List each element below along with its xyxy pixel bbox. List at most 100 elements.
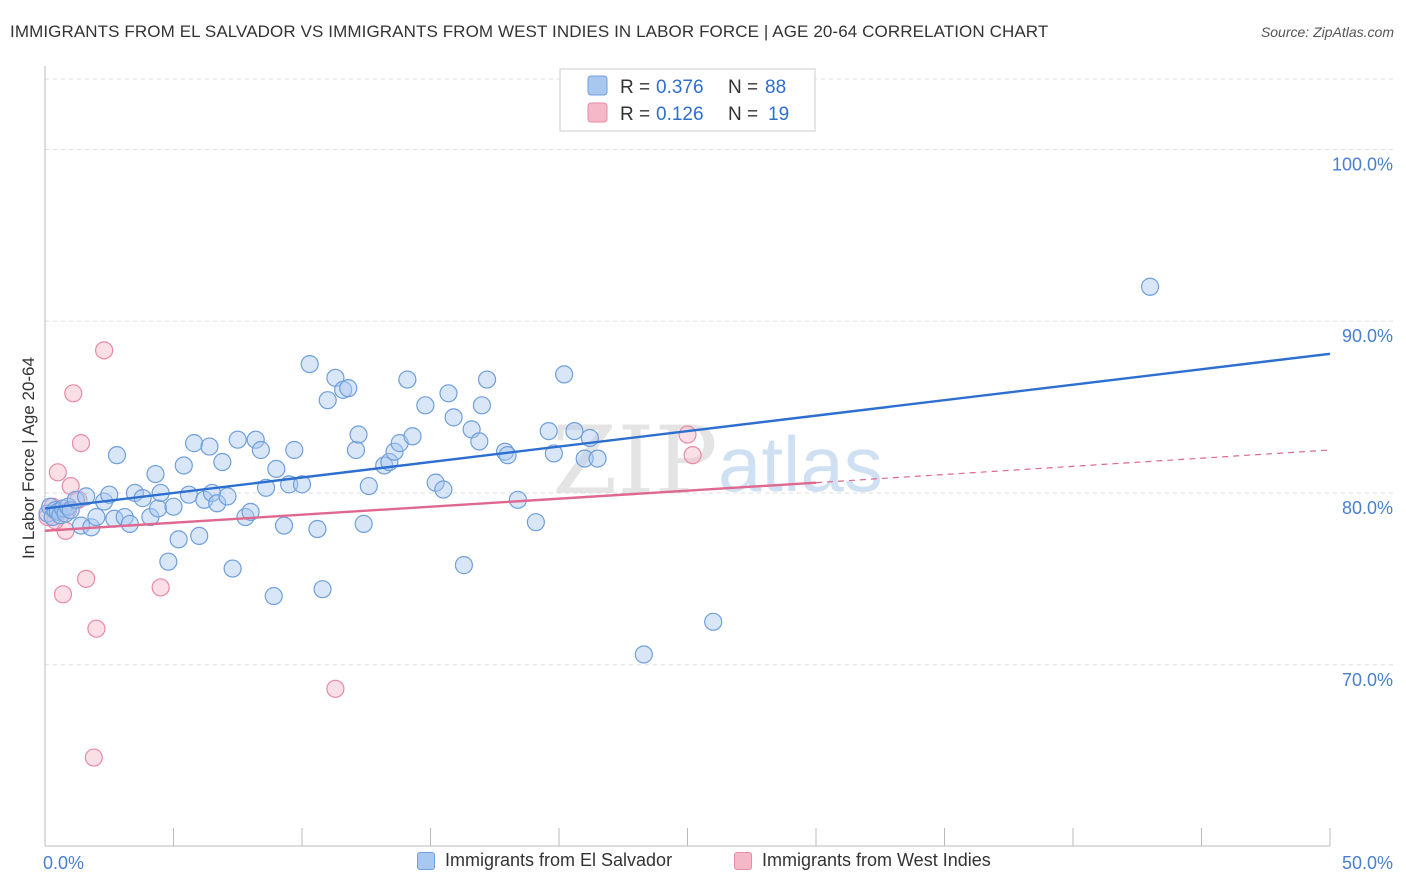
el-salvador-point xyxy=(292,475,312,494)
el-salvador-point xyxy=(634,645,653,664)
el-salvador-point xyxy=(526,513,545,532)
el-salvador-point xyxy=(704,612,723,631)
el-salvador-point xyxy=(218,487,237,506)
el-salvador-point xyxy=(477,370,497,389)
el-salvador-point xyxy=(159,552,178,571)
el-salvador-point xyxy=(472,396,491,415)
el-salvador-point xyxy=(385,442,404,461)
el-salvador-point xyxy=(300,354,319,374)
el-salvador-point xyxy=(179,485,199,504)
el-salvador-point xyxy=(164,497,183,516)
legend-r-value-2: 0.126 xyxy=(656,104,704,125)
el-salvador-point xyxy=(208,494,227,513)
west-indies-point xyxy=(48,463,67,482)
legend-n-label-1: N = xyxy=(728,77,758,98)
el-salvador-point xyxy=(200,437,219,456)
legend-swatch-el-salvador xyxy=(417,851,435,870)
el-salvador-point xyxy=(241,502,260,521)
y-tick-label: 70.0% xyxy=(1342,670,1393,690)
el-salvador-point xyxy=(398,370,417,389)
el-salvador-point xyxy=(184,434,204,453)
legend-swatch-pink xyxy=(587,102,608,123)
el-salvador-point xyxy=(354,514,373,533)
el-salvador-point xyxy=(318,391,337,410)
west-indies-point xyxy=(71,434,91,453)
west-indies-point xyxy=(326,679,345,698)
west-indies-point xyxy=(84,748,103,767)
el-salvador-point xyxy=(539,422,558,441)
watermark: ZIP atlas xyxy=(552,407,883,516)
legend-swatch-west-indies xyxy=(734,851,752,870)
el-salvador-point xyxy=(223,559,242,578)
el-salvador-point xyxy=(544,444,563,463)
el-salvador-point xyxy=(267,459,286,478)
el-salvador-point xyxy=(228,430,247,449)
legend-r-label-1: R = xyxy=(620,77,650,98)
west-indies-trend-extension xyxy=(815,449,1331,484)
bottom-legend: Immigrants from El Salvador Immigrants f… xyxy=(0,850,1406,880)
el-salvador-point xyxy=(285,440,304,460)
y-axis-label: In Labor Force | Age 20-64 xyxy=(19,357,38,559)
legend-r-value-1: 0.376 xyxy=(656,77,704,98)
legend-n-label-2: N = xyxy=(728,104,758,125)
el-salvador-point xyxy=(555,365,574,384)
el-salvador-point xyxy=(100,485,119,504)
el-salvador-point xyxy=(274,516,294,535)
legend-r-label-2: R = xyxy=(620,104,650,125)
el-salvador-point xyxy=(339,379,358,398)
legend-swatch-blue xyxy=(587,75,608,96)
west-indies-point xyxy=(151,578,170,597)
el-salvador-point xyxy=(120,514,139,533)
x-tick-label-min: 0.0% xyxy=(43,853,84,873)
stats-legend: R = 0.376 N = 88 R = 0.126 N = 19 xyxy=(559,68,816,132)
el-salvador-point xyxy=(246,430,265,449)
el-salvador-point xyxy=(575,449,594,468)
y-tick-label: 90.0% xyxy=(1342,326,1393,346)
watermark-atlas: atlas xyxy=(718,420,883,508)
el-salvador-point xyxy=(349,425,368,444)
el-salvador-point xyxy=(359,476,378,496)
el-salvador-point xyxy=(426,473,445,492)
el-salvador-point xyxy=(256,478,276,497)
el-salvador-point xyxy=(565,422,584,441)
el-salvador-point xyxy=(498,446,517,465)
el-salvador-point xyxy=(308,519,327,539)
gridlines: 70.0% 80.0% 90.0% 100.0% xyxy=(45,78,1393,690)
el-salvador-point xyxy=(213,452,232,472)
el-salvador-point xyxy=(107,446,127,465)
series-west-indies-points xyxy=(38,341,702,767)
el-salvador-point xyxy=(416,396,435,415)
x-tick-label-max: 50.0% xyxy=(1342,853,1393,873)
el-salvador-point xyxy=(403,427,422,446)
axes xyxy=(44,66,1331,847)
west-indies-point xyxy=(87,619,106,638)
legend-n-value-1: 88 xyxy=(765,77,786,98)
el-salvador-point xyxy=(87,507,106,527)
el-salvador-point xyxy=(470,432,489,451)
el-salvador-point xyxy=(146,464,165,484)
el-salvador-point xyxy=(148,499,168,518)
el-salvador-point xyxy=(1140,277,1160,296)
bottom-legend-item-el-salvador: Immigrants from El Salvador xyxy=(417,850,672,871)
source-credit: Source: ZipAtlas.com xyxy=(1260,24,1394,40)
el-salvador-trend-line xyxy=(44,352,1331,510)
bottom-legend-label-west-indies: Immigrants from West Indies xyxy=(762,850,991,870)
bottom-legend-label-el-salvador: Immigrants from El Salvador xyxy=(445,850,673,870)
trend-lines xyxy=(44,352,1331,532)
west-indies-point xyxy=(77,569,96,588)
el-salvador-point xyxy=(439,384,458,403)
west-indies-point xyxy=(95,341,114,360)
el-salvador-point xyxy=(190,526,209,546)
bottom-legend-item-west-indies: Immigrants from West Indies xyxy=(734,850,991,871)
el-salvador-point xyxy=(77,487,96,506)
west-indies-point xyxy=(683,446,702,465)
west-indies-trend-line xyxy=(44,481,817,532)
y-tick-label: 80.0% xyxy=(1342,498,1393,518)
y-tick-label: 100.0% xyxy=(1332,154,1393,174)
el-salvador-point xyxy=(313,580,332,599)
west-indies-point xyxy=(61,476,80,496)
chart-title: IMMIGRANTS FROM EL SALVADOR VS IMMIGRANT… xyxy=(10,22,1049,41)
el-salvador-point xyxy=(346,440,366,460)
el-salvador-point xyxy=(251,440,270,460)
